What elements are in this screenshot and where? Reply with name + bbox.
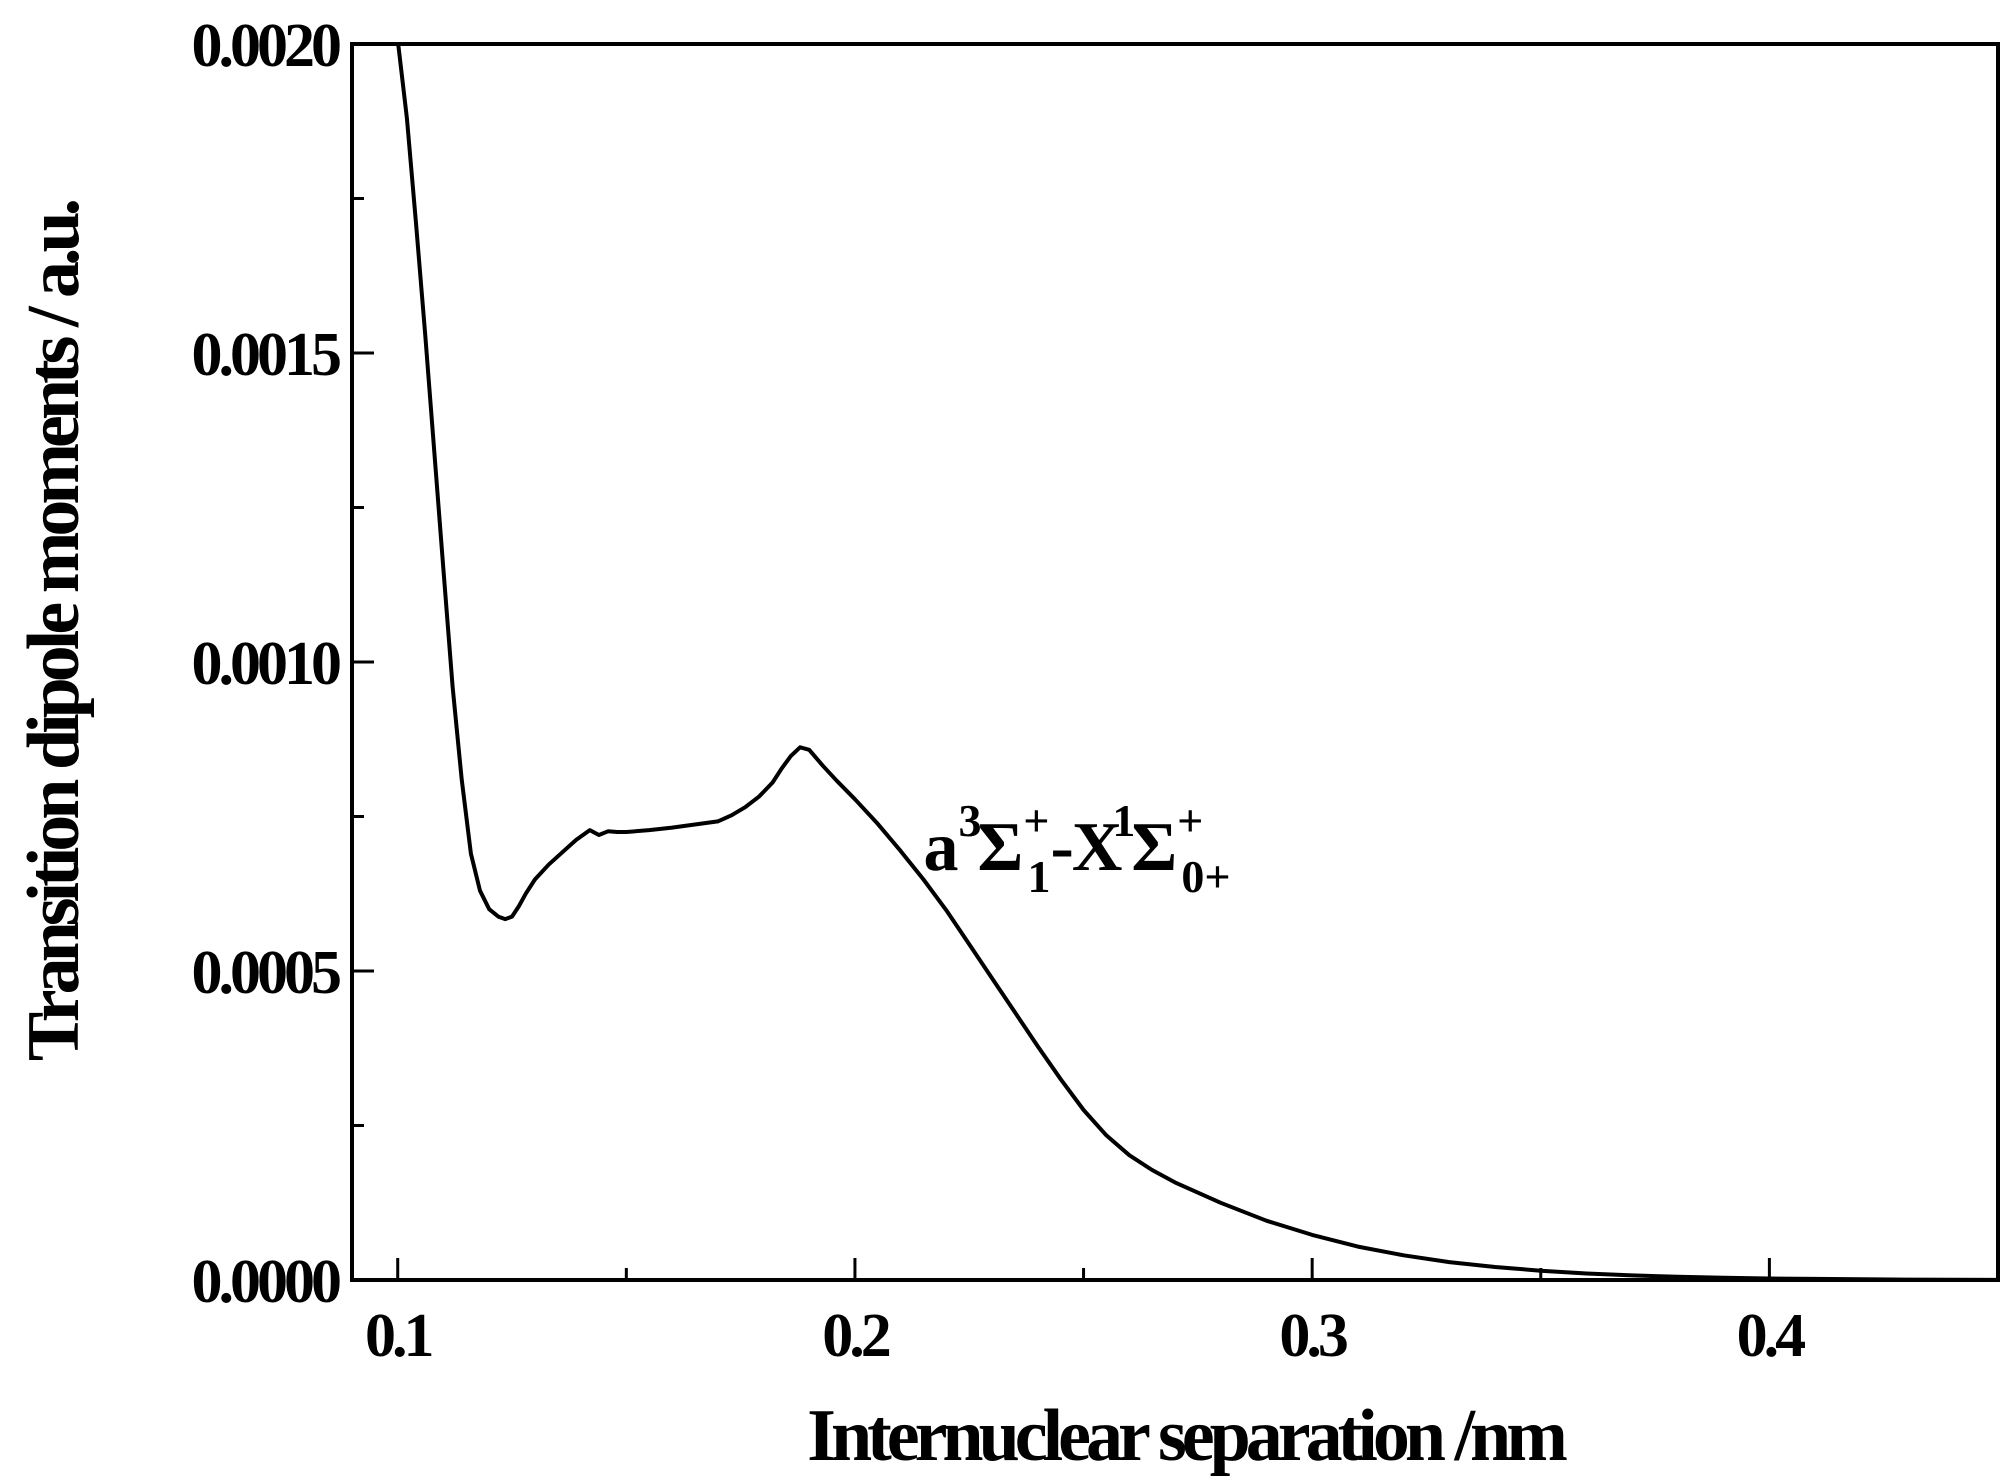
x-tick-label: 0.2 bbox=[822, 1302, 890, 1370]
x-tick-label: 0.4 bbox=[1737, 1302, 1806, 1370]
y-tick-labels: 0.0000 0.0005 0.0010 0.0015 0.0020 bbox=[192, 12, 345, 1316]
y-tick-label: 0.0000 bbox=[192, 1248, 341, 1316]
transition-dipole-curve bbox=[396, 42, 2000, 1282]
annot-sigma-2: Σ bbox=[1131, 809, 1177, 886]
annot-dash: - bbox=[1051, 809, 1074, 886]
axis-ticks bbox=[352, 42, 1771, 1282]
annot-plus-1: + bbox=[1023, 795, 1049, 846]
annot-sub-0plus: 0+ bbox=[1181, 851, 1230, 902]
x-tick-labels: 0.1 0.2 0.3 0.4 bbox=[365, 1302, 1809, 1370]
annot-sigma-1: Σ bbox=[978, 809, 1024, 886]
annot-sup-1: 1 bbox=[1112, 795, 1135, 846]
annot-plus-2: + bbox=[1177, 795, 1203, 846]
annot-sub-1: 1 bbox=[1028, 851, 1051, 902]
plot-frame bbox=[350, 42, 2000, 1282]
y-tick-label: 0.0015 bbox=[192, 321, 341, 389]
x-axis-title: Internuclear separation /nm bbox=[807, 1395, 1567, 1477]
x-tick-label: 0.1 bbox=[365, 1302, 432, 1370]
y-tick-label: 0.0005 bbox=[192, 939, 341, 1007]
y-axis-title: Transition dipole moments / a.u. bbox=[13, 200, 95, 1061]
annot-main-a: a bbox=[924, 809, 959, 886]
curve-label: a3Σ+ 1-X1Σ+ 0+ bbox=[924, 795, 1231, 902]
annot-main-x: X bbox=[1072, 809, 1123, 886]
x-tick-label: 0.3 bbox=[1279, 1302, 1347, 1370]
y-tick-label: 0.0010 bbox=[192, 630, 341, 698]
annot-sup-3: 3 bbox=[959, 795, 982, 846]
y-tick-label: 0.0020 bbox=[192, 12, 341, 80]
